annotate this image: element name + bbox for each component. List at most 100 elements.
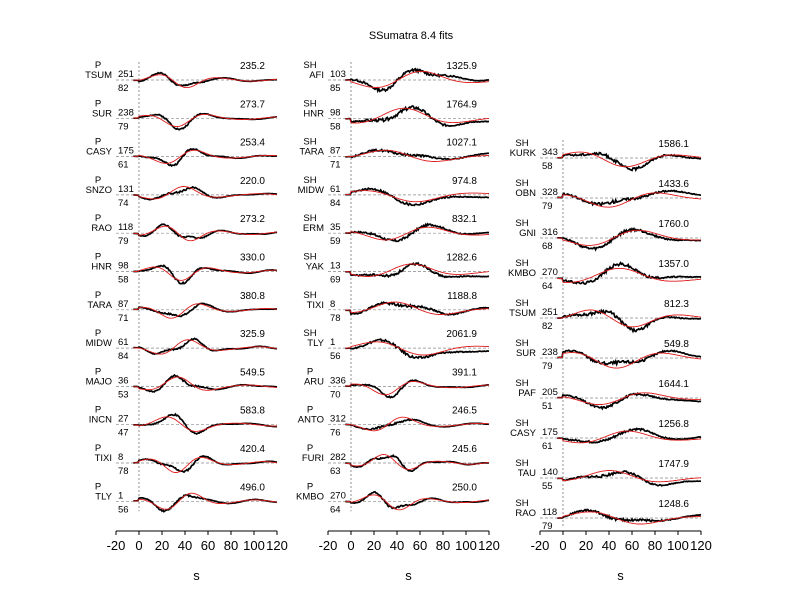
distance-label: 64 xyxy=(330,504,341,515)
distance-label: 82 xyxy=(542,321,553,332)
phase-label: P xyxy=(95,366,101,377)
amplitude-label: 273.7 xyxy=(240,99,265,110)
azimuth-label: 270 xyxy=(330,490,346,501)
station-label: TLY xyxy=(307,338,324,349)
observed-trace xyxy=(345,490,490,510)
amplitude-label: 391.1 xyxy=(452,367,477,378)
distance-label: 61 xyxy=(542,441,553,452)
station-label: TSUM xyxy=(85,70,112,81)
azimuth-label: 13 xyxy=(330,261,341,272)
distance-label: 59 xyxy=(330,236,341,247)
observed-trace xyxy=(557,508,702,523)
amplitude-label: 220.0 xyxy=(240,176,265,187)
azimuth-label: 61 xyxy=(118,337,129,348)
azimuth-label: 103 xyxy=(330,69,346,80)
phase-label: P xyxy=(95,98,101,109)
amplitude-label: 235.2 xyxy=(240,61,265,72)
phase-label: SH xyxy=(515,378,528,389)
phase-label: SH xyxy=(515,178,528,189)
synthetic-trace xyxy=(557,430,701,444)
phase-label: SH xyxy=(303,290,316,301)
synthetic-trace xyxy=(345,381,489,396)
phase-label: SH xyxy=(515,298,528,309)
observed-trace xyxy=(133,185,278,201)
azimuth-label: 27 xyxy=(118,414,129,425)
azimuth-label: 1 xyxy=(118,490,123,501)
azimuth-label: 282 xyxy=(330,452,346,463)
amplitude-label: 1586.1 xyxy=(658,139,689,150)
azimuth-label: 8 xyxy=(118,452,123,463)
azimuth-label: 98 xyxy=(118,261,129,272)
synthetic-trace xyxy=(133,266,277,281)
phase-label: SH xyxy=(515,338,528,349)
azimuth-label: 8 xyxy=(330,299,335,310)
amplitude-label: 832.1 xyxy=(452,214,477,225)
x-axis: -20 0 20 40 60 80 100 120 s xyxy=(319,530,500,583)
x-tick-label: 100 xyxy=(243,538,265,553)
distance-label: 70 xyxy=(330,389,341,400)
synthetic-trace xyxy=(557,352,701,369)
station-label: SUR xyxy=(516,348,536,359)
station-label: SUR xyxy=(92,108,112,119)
synthetic-trace xyxy=(133,186,278,200)
azimuth-label: 270 xyxy=(542,267,558,278)
station-label: AFI xyxy=(309,70,324,81)
phase-label: SH xyxy=(303,213,316,224)
azimuth-label: 35 xyxy=(330,222,341,233)
observed-trace xyxy=(133,148,278,168)
synthetic-trace xyxy=(345,494,490,511)
distance-label: 63 xyxy=(330,466,341,477)
synthetic-trace xyxy=(133,416,277,432)
x-tick-label: 60 xyxy=(201,538,215,553)
station-label: HNR xyxy=(91,262,112,273)
observed-trace xyxy=(345,187,490,207)
distance-label: 79 xyxy=(118,236,129,247)
station-label: TLY xyxy=(95,491,112,502)
station-label: CASY xyxy=(86,147,113,158)
synthetic-trace xyxy=(133,303,278,319)
phase-label: SH xyxy=(303,175,316,186)
azimuth-label: 36 xyxy=(118,375,129,386)
synthetic-trace xyxy=(345,263,490,277)
station-label: TIXI xyxy=(95,453,112,464)
amplitude-label: 1357.0 xyxy=(658,259,689,270)
amplitude-label: 549.5 xyxy=(240,367,265,378)
synthetic-trace xyxy=(345,70,490,89)
phase-label: SH xyxy=(303,137,316,148)
distance-label: 71 xyxy=(118,313,129,324)
distance-label: 56 xyxy=(330,351,341,362)
amplitude-label: 2061.9 xyxy=(446,329,477,340)
x-tick-label: 80 xyxy=(648,538,662,553)
observed-trace xyxy=(557,392,702,411)
distance-label: 74 xyxy=(118,198,129,209)
figure-title: SSumatra 8.4 fits xyxy=(369,30,454,42)
x-tick-label: 0 xyxy=(559,538,566,553)
phase-label: P xyxy=(95,443,101,454)
observed-trace xyxy=(133,223,278,240)
azimuth-label: 238 xyxy=(118,107,134,118)
station-label: RAO xyxy=(91,223,112,234)
distance-label: 58 xyxy=(330,121,341,132)
amplitude-label: 1747.9 xyxy=(658,459,689,470)
x-tick-label: 60 xyxy=(413,538,427,553)
amplitude-label: 1248.6 xyxy=(658,499,689,510)
station-label: ERM xyxy=(303,223,324,234)
amplitude-label: 325.9 xyxy=(240,329,265,340)
station-label: YAK xyxy=(306,262,325,273)
phase-label: SH xyxy=(515,458,528,469)
phase-label: SH xyxy=(515,418,528,429)
station-label: KMBO xyxy=(296,491,324,502)
